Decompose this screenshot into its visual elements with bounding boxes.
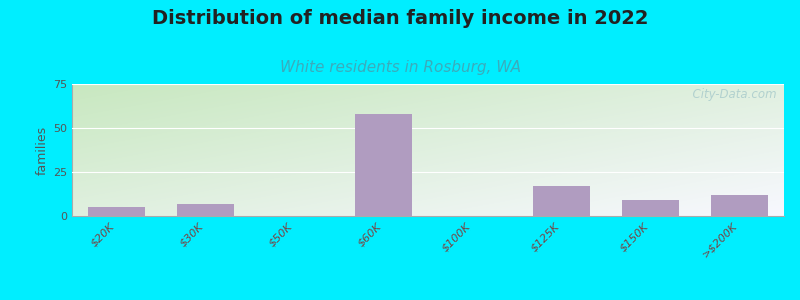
Text: Distribution of median family income in 2022: Distribution of median family income in … — [152, 9, 648, 28]
Bar — [533, 186, 590, 216]
Bar — [710, 195, 769, 216]
Y-axis label: families: families — [36, 125, 49, 175]
Bar — [354, 114, 413, 216]
Text: White residents in Rosburg, WA: White residents in Rosburg, WA — [279, 60, 521, 75]
Text: City-Data.com: City-Data.com — [686, 88, 777, 101]
Bar — [622, 200, 679, 216]
Bar — [87, 207, 146, 216]
Bar — [177, 204, 234, 216]
